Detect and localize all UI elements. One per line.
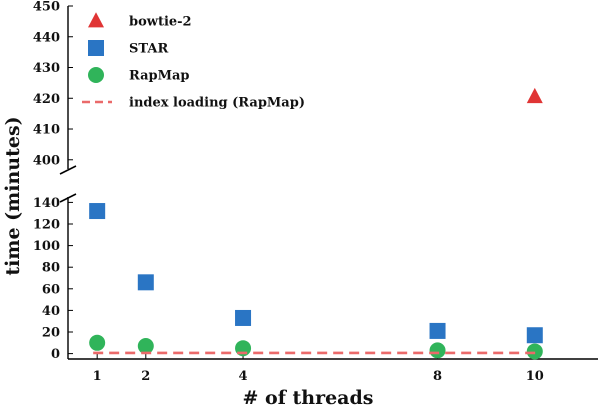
legend-label-bowtie-2: bowtie-2 <box>129 15 192 30</box>
y-tick-label: 0 <box>51 347 60 362</box>
rapmap-point <box>89 334 106 351</box>
y-tick-label: 440 <box>33 30 60 45</box>
x-axis-title: # of threads <box>243 387 374 409</box>
y-tick-label: 140 <box>33 196 60 211</box>
axis-break-mark-upper <box>59 165 77 175</box>
star-point <box>526 327 543 344</box>
legend-swatch-star <box>88 40 104 56</box>
rapmap-point <box>137 338 154 355</box>
axis-break-mark-lower <box>59 193 77 203</box>
y-tick-label: 100 <box>33 239 60 254</box>
x-tick-label: 10 <box>526 369 544 384</box>
axes <box>59 5 598 360</box>
y-axis-title: time (minutes) <box>2 116 24 275</box>
legend-label-rapmap: RapMap <box>129 69 190 84</box>
star-point <box>429 322 446 339</box>
legend-swatch-bowtie-2 <box>88 12 104 28</box>
bowtie-2-point <box>526 87 543 104</box>
x-tick-label: 1 <box>93 369 102 384</box>
y-tick-label: 430 <box>33 61 60 76</box>
star-point <box>137 274 154 291</box>
y-tick-label: 20 <box>42 326 60 341</box>
legend-label-index-loading-rapmap: index loading (RapMap) <box>129 96 305 111</box>
rapmap-point <box>526 343 543 360</box>
rapmap-point <box>429 342 446 359</box>
legend-swatch-rapmap <box>88 67 104 83</box>
y-tick-label: 120 <box>33 218 60 233</box>
tick-labels: 400 410 420 430 440 450 0 20 40 60 80 100 120 140 1 2 4 8… <box>33 0 544 384</box>
legend: bowtie-2 STAR RapMap index loading (RapMap) <box>82 12 305 111</box>
y-tick-label: 400 <box>33 153 60 168</box>
star-point <box>235 309 252 326</box>
x-tick-label: 2 <box>141 369 150 384</box>
y-tick-label: 60 <box>42 282 60 297</box>
y-tick-label: 40 <box>42 304 60 319</box>
star-point <box>89 203 106 220</box>
y-tick-label: 420 <box>33 92 60 107</box>
y-tick-label: 450 <box>33 0 60 15</box>
data-marks <box>89 87 543 360</box>
y-tick-label: 80 <box>42 261 60 276</box>
x-tick-label: 4 <box>239 369 248 384</box>
x-tick-label: 8 <box>433 369 442 384</box>
legend-label-star: STAR <box>129 42 168 57</box>
y-tick-label: 410 <box>33 123 60 138</box>
